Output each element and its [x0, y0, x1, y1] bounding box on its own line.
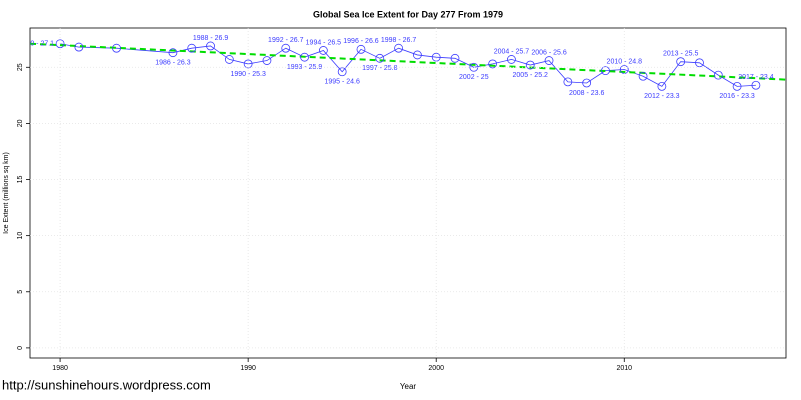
data-label: 1980 - 27.1 [19, 41, 55, 48]
data-point [713, 70, 723, 80]
data-label: 2008 - 23.6 [569, 90, 605, 97]
y-tick-label: 15 [17, 176, 24, 184]
data-point [601, 66, 610, 76]
y-tick-label: 0 [17, 346, 24, 350]
data-label: 1993 - 25.9 [287, 64, 323, 71]
chart-title: Global Sea Ice Extent for Day 277 From 1… [313, 9, 503, 19]
plot-frame [29, 27, 787, 359]
data-line [60, 43, 756, 87]
data-label: 2012 - 23.3 [644, 93, 680, 100]
x-axis-label: Year [400, 382, 417, 391]
data-point [507, 55, 516, 64]
data-point [224, 55, 234, 64]
data-label: 2005 - 25.2 [513, 72, 549, 79]
data-point [281, 43, 291, 53]
x-tick-label: 1990 [240, 365, 256, 372]
x-tick-label: 2010 [616, 365, 632, 372]
data-point [262, 56, 272, 65]
plot-area: 1980 - 27.1 1986 - 26.3 1988 - 26.9 1990 - … [19, 35, 786, 100]
data-point [657, 81, 667, 91]
data-point [732, 81, 742, 91]
data-point [676, 57, 686, 67]
data-label: 1992 - 26.7 [268, 37, 304, 44]
data-point [413, 50, 422, 60]
data-point [112, 43, 121, 53]
data-point [394, 43, 403, 53]
data-label: 1998 - 26.7 [381, 37, 417, 44]
data-point [337, 67, 347, 77]
data-point [55, 39, 65, 49]
y-tick-label: 20 [17, 119, 24, 127]
data-label: 1988 - 26.9 [193, 35, 229, 42]
data-point [582, 78, 592, 88]
y-tick-label: 5 [17, 290, 24, 294]
y-tick-label: 25 [17, 63, 24, 71]
data-point [74, 42, 84, 52]
data-label: 2017 - 23.4 [738, 74, 774, 81]
data-label: 2006 - 25.6 [531, 49, 567, 56]
data-label: 1990 - 25.3 [230, 71, 266, 78]
data-point [563, 77, 573, 87]
trend-line [30, 42, 786, 81]
y-axis-label: Ice Extent (millions sq km) [3, 152, 10, 234]
data-point [206, 41, 215, 51]
data-label: 2004 - 25.7 [494, 48, 530, 55]
data-label: 1997 - 25.8 [362, 65, 398, 72]
data-label: 1994 - 26.5 [306, 39, 342, 46]
data-point [695, 58, 704, 68]
data-label: 2002 - 25 [459, 74, 489, 81]
y-tick-label: 10 [17, 232, 24, 240]
data-label: 2013 - 25.5 [663, 51, 699, 58]
data-point [488, 59, 498, 69]
data-point [751, 80, 761, 90]
data-point [300, 52, 309, 62]
data-point [638, 71, 648, 81]
data-point [544, 56, 554, 65]
data-label: 1986 - 26.3 [155, 60, 191, 67]
data-point [525, 60, 535, 70]
data-point [318, 46, 328, 55]
data-label: 2016 - 23.3 [719, 93, 755, 100]
x-tick-label: 2000 [428, 365, 444, 372]
x-tick-label: 1980 [52, 365, 68, 372]
data-point [168, 48, 178, 58]
data-point [375, 53, 385, 63]
data-point [187, 43, 197, 53]
data-label: 1995 - 24.6 [324, 79, 360, 86]
data-point [450, 53, 460, 63]
data-point [356, 44, 366, 54]
data-label: 1996 - 26.6 [343, 38, 379, 45]
watermark: http://sunshinehours.wordpress.com [2, 377, 211, 392]
